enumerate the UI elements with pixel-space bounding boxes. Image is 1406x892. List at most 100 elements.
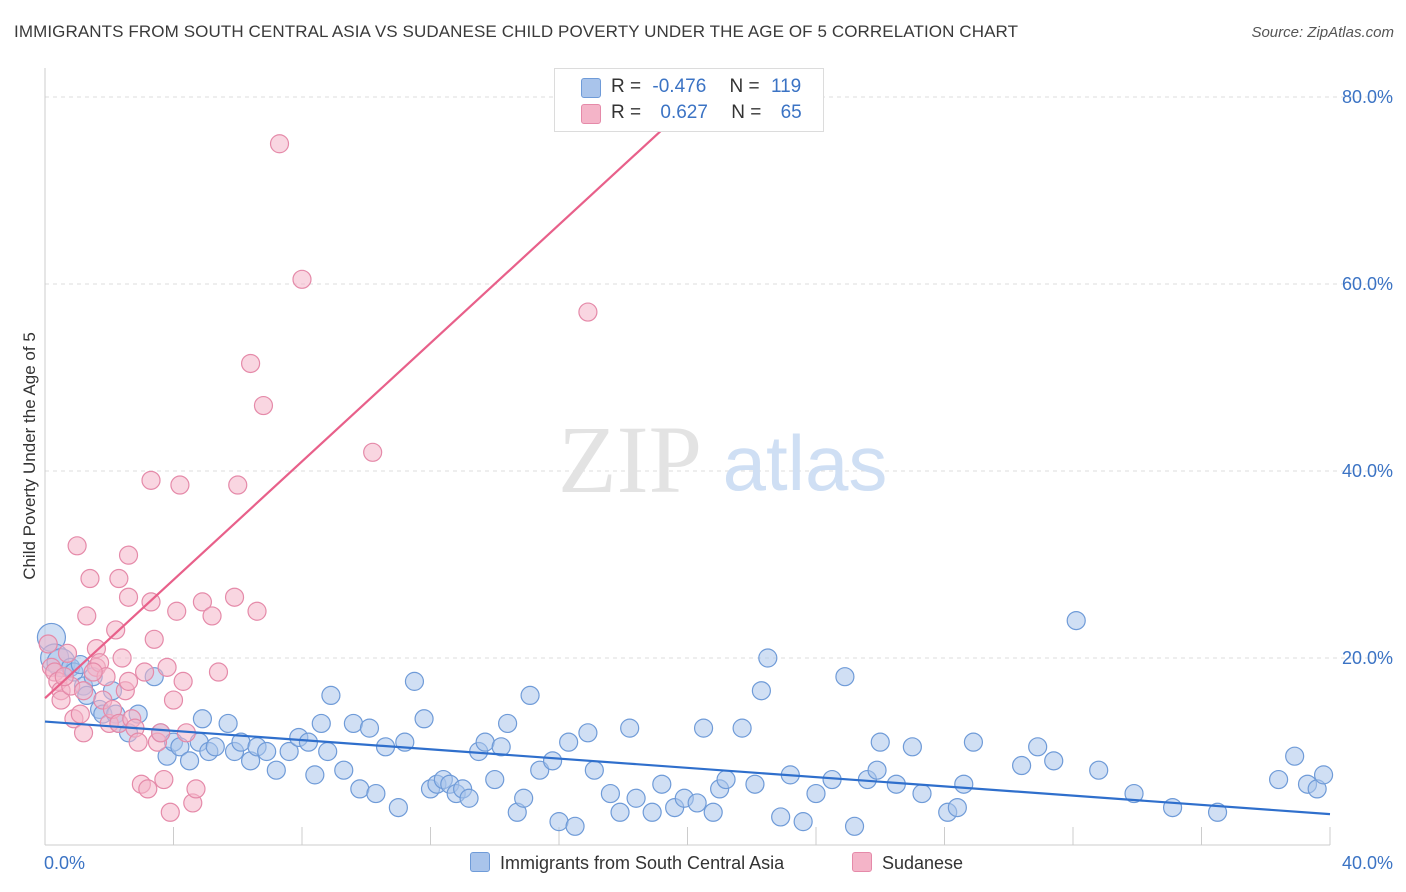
series-immigrants-points (36, 610, 1334, 836)
point-sudanese (192, 592, 213, 612)
point-immigrants (751, 681, 771, 701)
point-sudanese (67, 536, 87, 556)
point-immigrants (279, 741, 299, 762)
point-immigrants (491, 737, 511, 757)
point-sudanese (578, 302, 598, 322)
point-immigrants (652, 774, 672, 794)
point-immigrants (311, 713, 331, 734)
point-sudanese (154, 769, 174, 790)
point-immigrants (732, 718, 752, 738)
legend-n-label: N = (731, 102, 762, 123)
point-immigrants (205, 737, 225, 757)
point-immigrants (530, 760, 550, 780)
x-tick-label-min: 0.0% (44, 853, 85, 873)
point-immigrants (343, 713, 363, 734)
point-immigrants (388, 797, 408, 818)
point-sudanese (73, 681, 94, 701)
point-immigrants (321, 685, 341, 706)
point-immigrants (954, 774, 974, 794)
point-sudanese (144, 629, 164, 649)
x-tick-label-max: 40.0% (1342, 853, 1393, 873)
point-sudanese (160, 802, 180, 822)
point-immigrants (716, 769, 736, 790)
point-immigrants (542, 751, 563, 771)
point-sudanese (163, 690, 184, 710)
grid-layer (45, 96, 1392, 659)
point-immigrants (793, 812, 813, 832)
point-sudanese (70, 704, 90, 724)
point-immigrants (745, 774, 765, 794)
point-sudanese (77, 606, 97, 626)
legend-swatch-blue (581, 78, 601, 98)
watermark-zip: ZIP (558, 406, 702, 513)
point-immigrants (485, 769, 505, 790)
point-immigrants (1028, 737, 1048, 757)
point-immigrants (835, 667, 855, 687)
legend-swatch-pink (581, 104, 601, 124)
point-immigrants (298, 732, 319, 752)
point-immigrants (559, 732, 579, 752)
y-tick-label: 80.0% (1342, 87, 1393, 107)
bottom-legend-label: Sudanese (882, 853, 964, 873)
point-immigrants (359, 718, 380, 738)
point-immigrants (963, 732, 984, 752)
point-sudanese (80, 568, 100, 589)
point-immigrants (514, 788, 534, 808)
point-immigrants (1207, 802, 1228, 822)
legend-r-label: R = (611, 102, 642, 123)
point-immigrants (549, 812, 569, 832)
point-sudanese (151, 723, 171, 743)
point-immigrants (1268, 769, 1289, 790)
point-immigrants (192, 709, 213, 729)
point-sudanese (118, 671, 139, 691)
bottom-legend-sudanese: Sudanese (852, 852, 963, 874)
trendline-sudanese (44, 105, 689, 700)
legend-n-label: N = (729, 76, 760, 97)
point-sudanese (241, 353, 261, 374)
trendline-immigrants (44, 720, 1331, 816)
point-immigrants (257, 741, 277, 762)
point-sudanese (138, 779, 158, 799)
point-immigrants (318, 741, 338, 762)
legend-r-value: -0.476 (652, 76, 707, 97)
point-immigrants (947, 797, 967, 818)
point-immigrants (693, 718, 714, 738)
point-immigrants (404, 671, 425, 691)
point-immigrants (305, 765, 325, 785)
point-immigrants (1089, 760, 1109, 780)
bottom-legend-swatch-blue (470, 852, 490, 872)
point-sudanese (170, 475, 190, 495)
point-sudanese (83, 662, 103, 682)
point-immigrants (1313, 765, 1334, 785)
point-sudanese (57, 643, 78, 663)
point-immigrants (912, 783, 932, 804)
point-sudanese (269, 134, 290, 154)
watermark-atlas: atlas (723, 419, 888, 507)
point-sudanese (292, 269, 312, 289)
legend-r-value: 0.627 (660, 102, 708, 123)
y-axis-label: Child Poverty Under the Age of 5 (20, 332, 39, 580)
point-sudanese (208, 662, 229, 682)
point-immigrants (687, 793, 707, 813)
point-immigrants (626, 788, 646, 808)
y-tick-label: 20.0% (1342, 648, 1393, 668)
point-sudanese (363, 442, 383, 462)
point-sudanese (128, 732, 148, 752)
point-sudanese (173, 671, 193, 691)
trendlines (44, 105, 1331, 816)
point-immigrants (584, 760, 604, 780)
chart-source: Source: ZipAtlas.com (1251, 24, 1394, 41)
point-immigrants (870, 732, 890, 752)
point-sudanese (141, 470, 161, 490)
point-sudanese (118, 545, 139, 565)
legend-n-value: 65 (780, 102, 802, 123)
point-immigrants (520, 685, 540, 706)
bottom-legend-swatch-pink (852, 852, 872, 872)
point-immigrants (179, 751, 200, 771)
point-sudanese (202, 606, 222, 626)
point-immigrants (1285, 746, 1305, 766)
point-immigrants (806, 783, 826, 804)
point-immigrants (610, 802, 630, 822)
point-immigrants (459, 788, 479, 808)
